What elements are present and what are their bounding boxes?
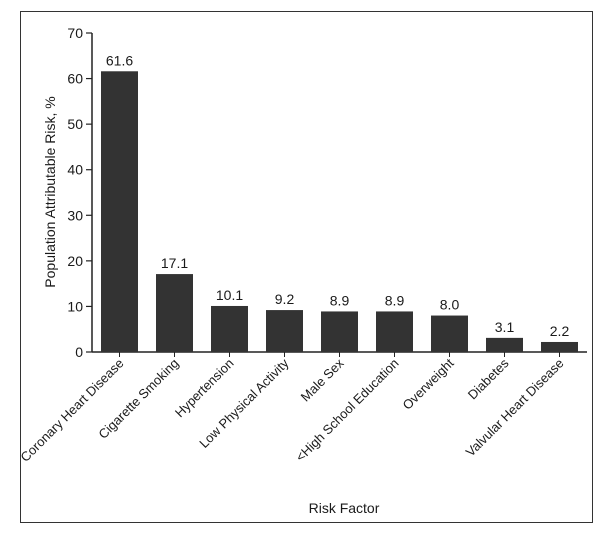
bar [321,311,358,352]
bar-value-label: 10.1 [216,287,243,303]
bars: 61.6 17.1 10.1 9.2 8.9 8.9 8.0 3.1 2.2 [101,52,578,352]
bar-value-label: 2.2 [550,323,570,339]
bar [486,337,523,352]
y-tick-label: 40 [67,162,83,178]
x-tick-label: Low Physical Activity [196,355,292,451]
y-tick-label: 70 [67,25,83,41]
bar-value-label: 8.9 [385,292,405,308]
bar-value-label: 8.9 [330,292,350,308]
x-tick-label: <High School Education [293,356,402,465]
bar [266,310,303,352]
x-axis-label: Risk Factor [309,500,380,516]
y-tick-label: 50 [67,116,83,132]
bar [156,274,193,352]
x-tick-label: Male Sex [298,355,347,404]
bar [431,315,468,352]
bar-value-label: 17.1 [161,255,188,271]
bar-value-label: 3.1 [495,319,515,335]
bar [211,305,248,352]
bar [376,311,413,352]
x-tick-label: Diabetes [465,355,512,402]
bar [541,341,578,352]
x-tick-label: Coronary Heart Disease [17,356,126,465]
y-tick-label: 30 [67,207,83,223]
y-tick-label: 20 [67,253,83,269]
y-tick-label: 60 [67,71,83,87]
y-tick-label: 0 [75,344,83,360]
y-tick-label: 10 [67,298,83,314]
y-axis-label: Population Attributable Risk, % [42,96,58,287]
x-tick-label: Valvular Heart Disease [463,356,567,460]
bar [101,71,138,352]
x-tick-label: Overweight [400,355,457,412]
bar-value-label: 61.6 [106,52,133,68]
bar-value-label: 8.0 [440,297,460,313]
bar-value-label: 9.2 [275,291,295,307]
